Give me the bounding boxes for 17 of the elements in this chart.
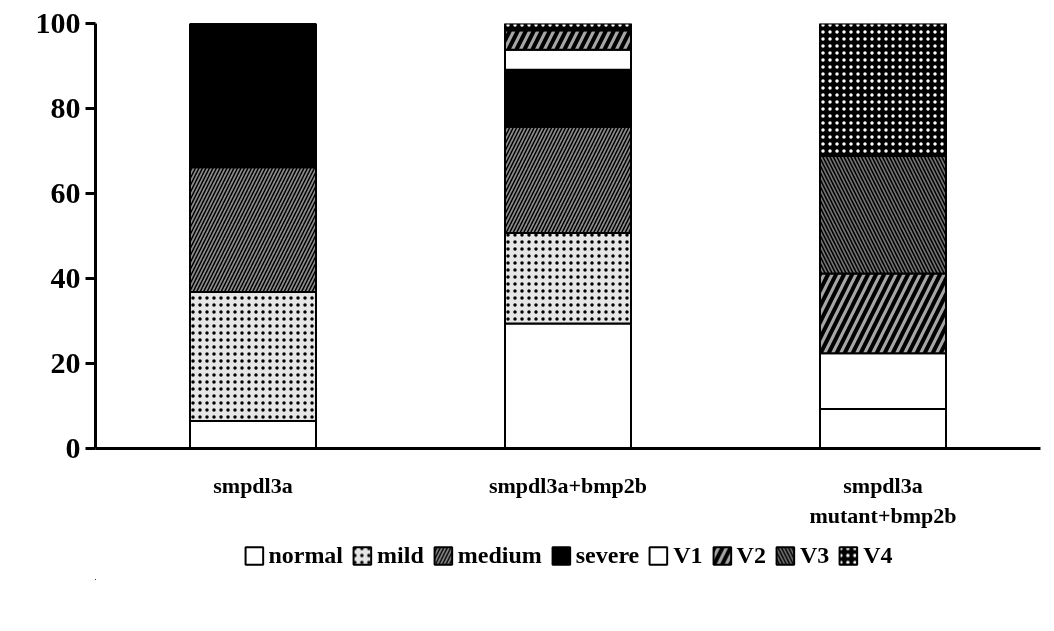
legend-label: V2: [736, 541, 766, 569]
x-tick-label: smpdl3a: [213, 472, 293, 498]
legend-label: mild: [377, 541, 424, 569]
x-tick-label: smpdl3a mutant+bmp2b: [809, 472, 957, 528]
legend-label: normal: [268, 541, 344, 569]
y-tick-label: 80: [50, 91, 81, 124]
y-tick-label: 100: [35, 6, 81, 39]
legend-label: V1: [673, 541, 703, 569]
legend-label: severe: [575, 541, 640, 569]
legend-label: V3: [799, 541, 830, 569]
y-tick-label: 60: [50, 176, 81, 209]
y-tick-label: 0: [65, 431, 81, 464]
y-tick-label: 40: [50, 261, 81, 294]
legend-label: medium: [457, 541, 542, 569]
y-tick-label: 20: [50, 346, 81, 379]
legend-label: V4: [863, 541, 893, 569]
x-tick-label: smpdl3a+bmp2b: [488, 472, 648, 498]
